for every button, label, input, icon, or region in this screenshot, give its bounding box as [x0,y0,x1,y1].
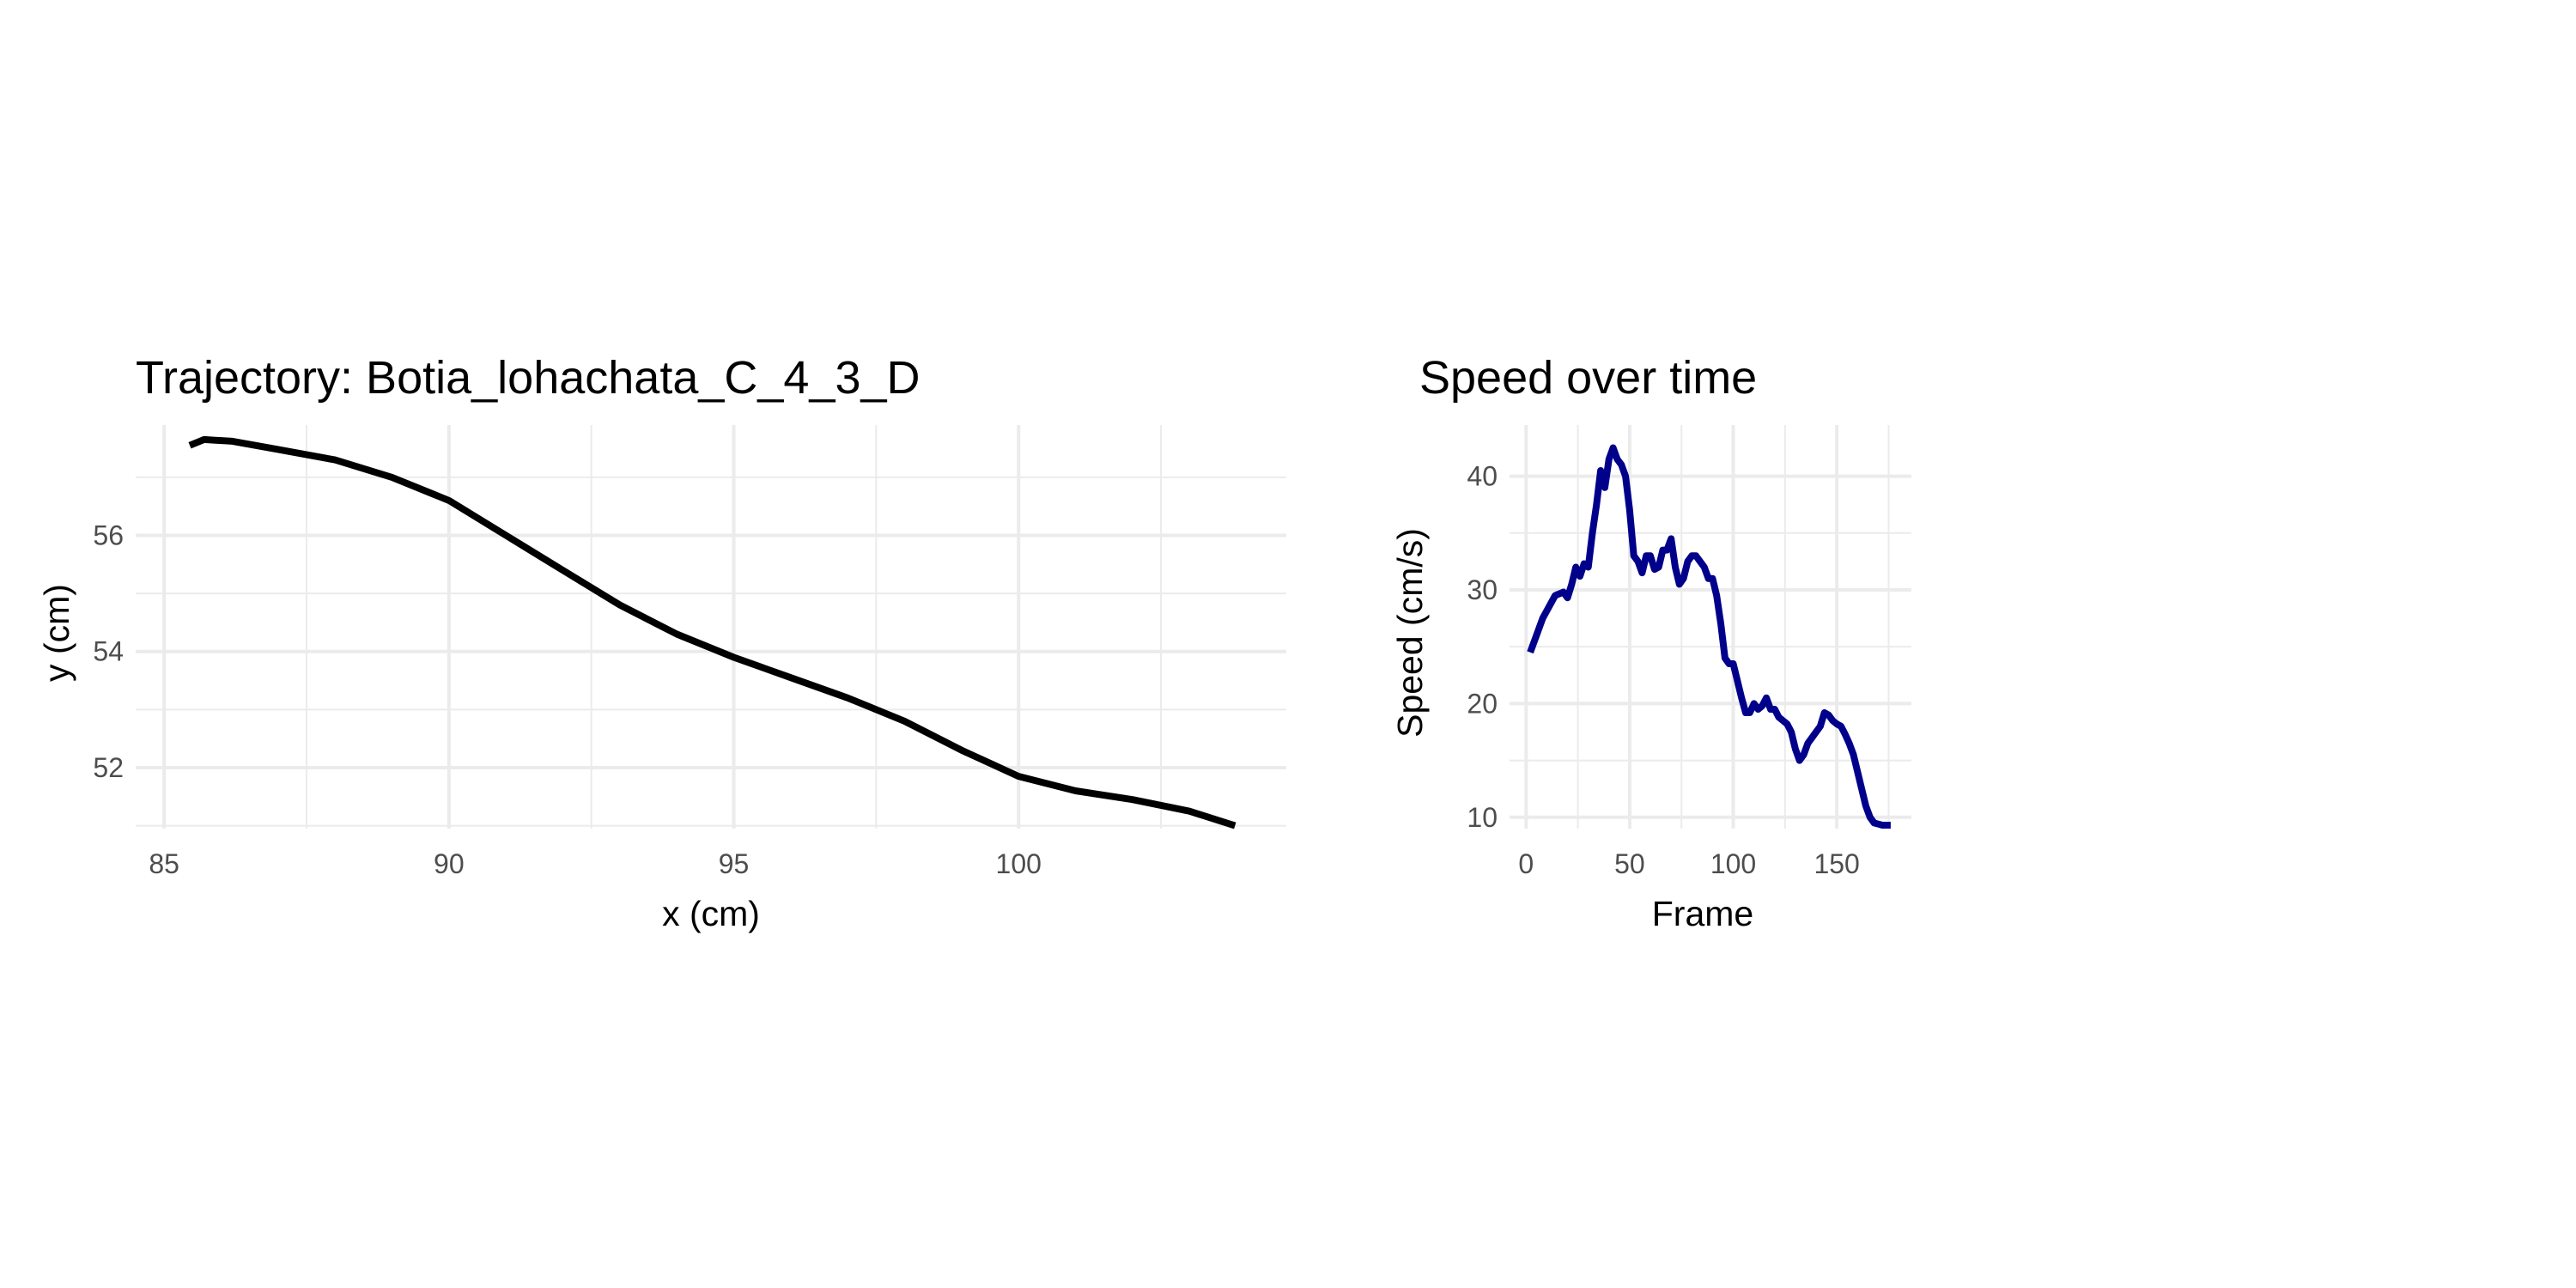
speed-title: Speed over time [1419,352,1757,404]
speed-plot: 0 50 100 150 10 20 30 40 [1467,425,1911,879]
speed-x-tick-label: 0 [1518,848,1534,879]
speed-y-axis-label: Speed (cm/s) [1390,528,1430,738]
trajectory-plot: 85 90 95 100 52 54 56 [93,425,1286,879]
trajectory-title: Trajectory: Botia_lohachata_C_4_3_D [136,352,920,404]
trajectory-x-tick-label: 95 [719,848,750,879]
trajectory-series-line [188,435,1236,829]
speed-x-tick-label: 50 [1614,848,1645,879]
trajectory-panel: Trajectory: Botia_lohachata_C_4_3_D 85 90… [37,352,1286,933]
speed-series-line [1527,444,1891,829]
speed-y-tick-label: 20 [1467,688,1498,719]
trajectory-y-tick-label: 54 [93,636,124,667]
speed-y-tick-label: 30 [1467,574,1498,605]
speed-x-tick-label: 150 [1814,848,1859,879]
speed-y-tick-label: 40 [1467,461,1498,492]
speed-x-axis-label: Frame [1652,894,1753,933]
trajectory-y-tick-label: 52 [93,752,124,783]
trajectory-x-tick-label: 100 [996,848,1042,879]
speed-y-tick-label: 10 [1467,802,1498,833]
trajectory-x-tick-label: 85 [149,848,179,879]
trajectory-x-tick-label: 90 [434,848,465,879]
trajectory-x-axis-label: x (cm) [662,894,760,933]
trajectory-y-axis-label: y (cm) [37,584,76,682]
trajectory-y-tick-label: 56 [93,519,124,550]
speed-x-tick-label: 100 [1710,848,1756,879]
